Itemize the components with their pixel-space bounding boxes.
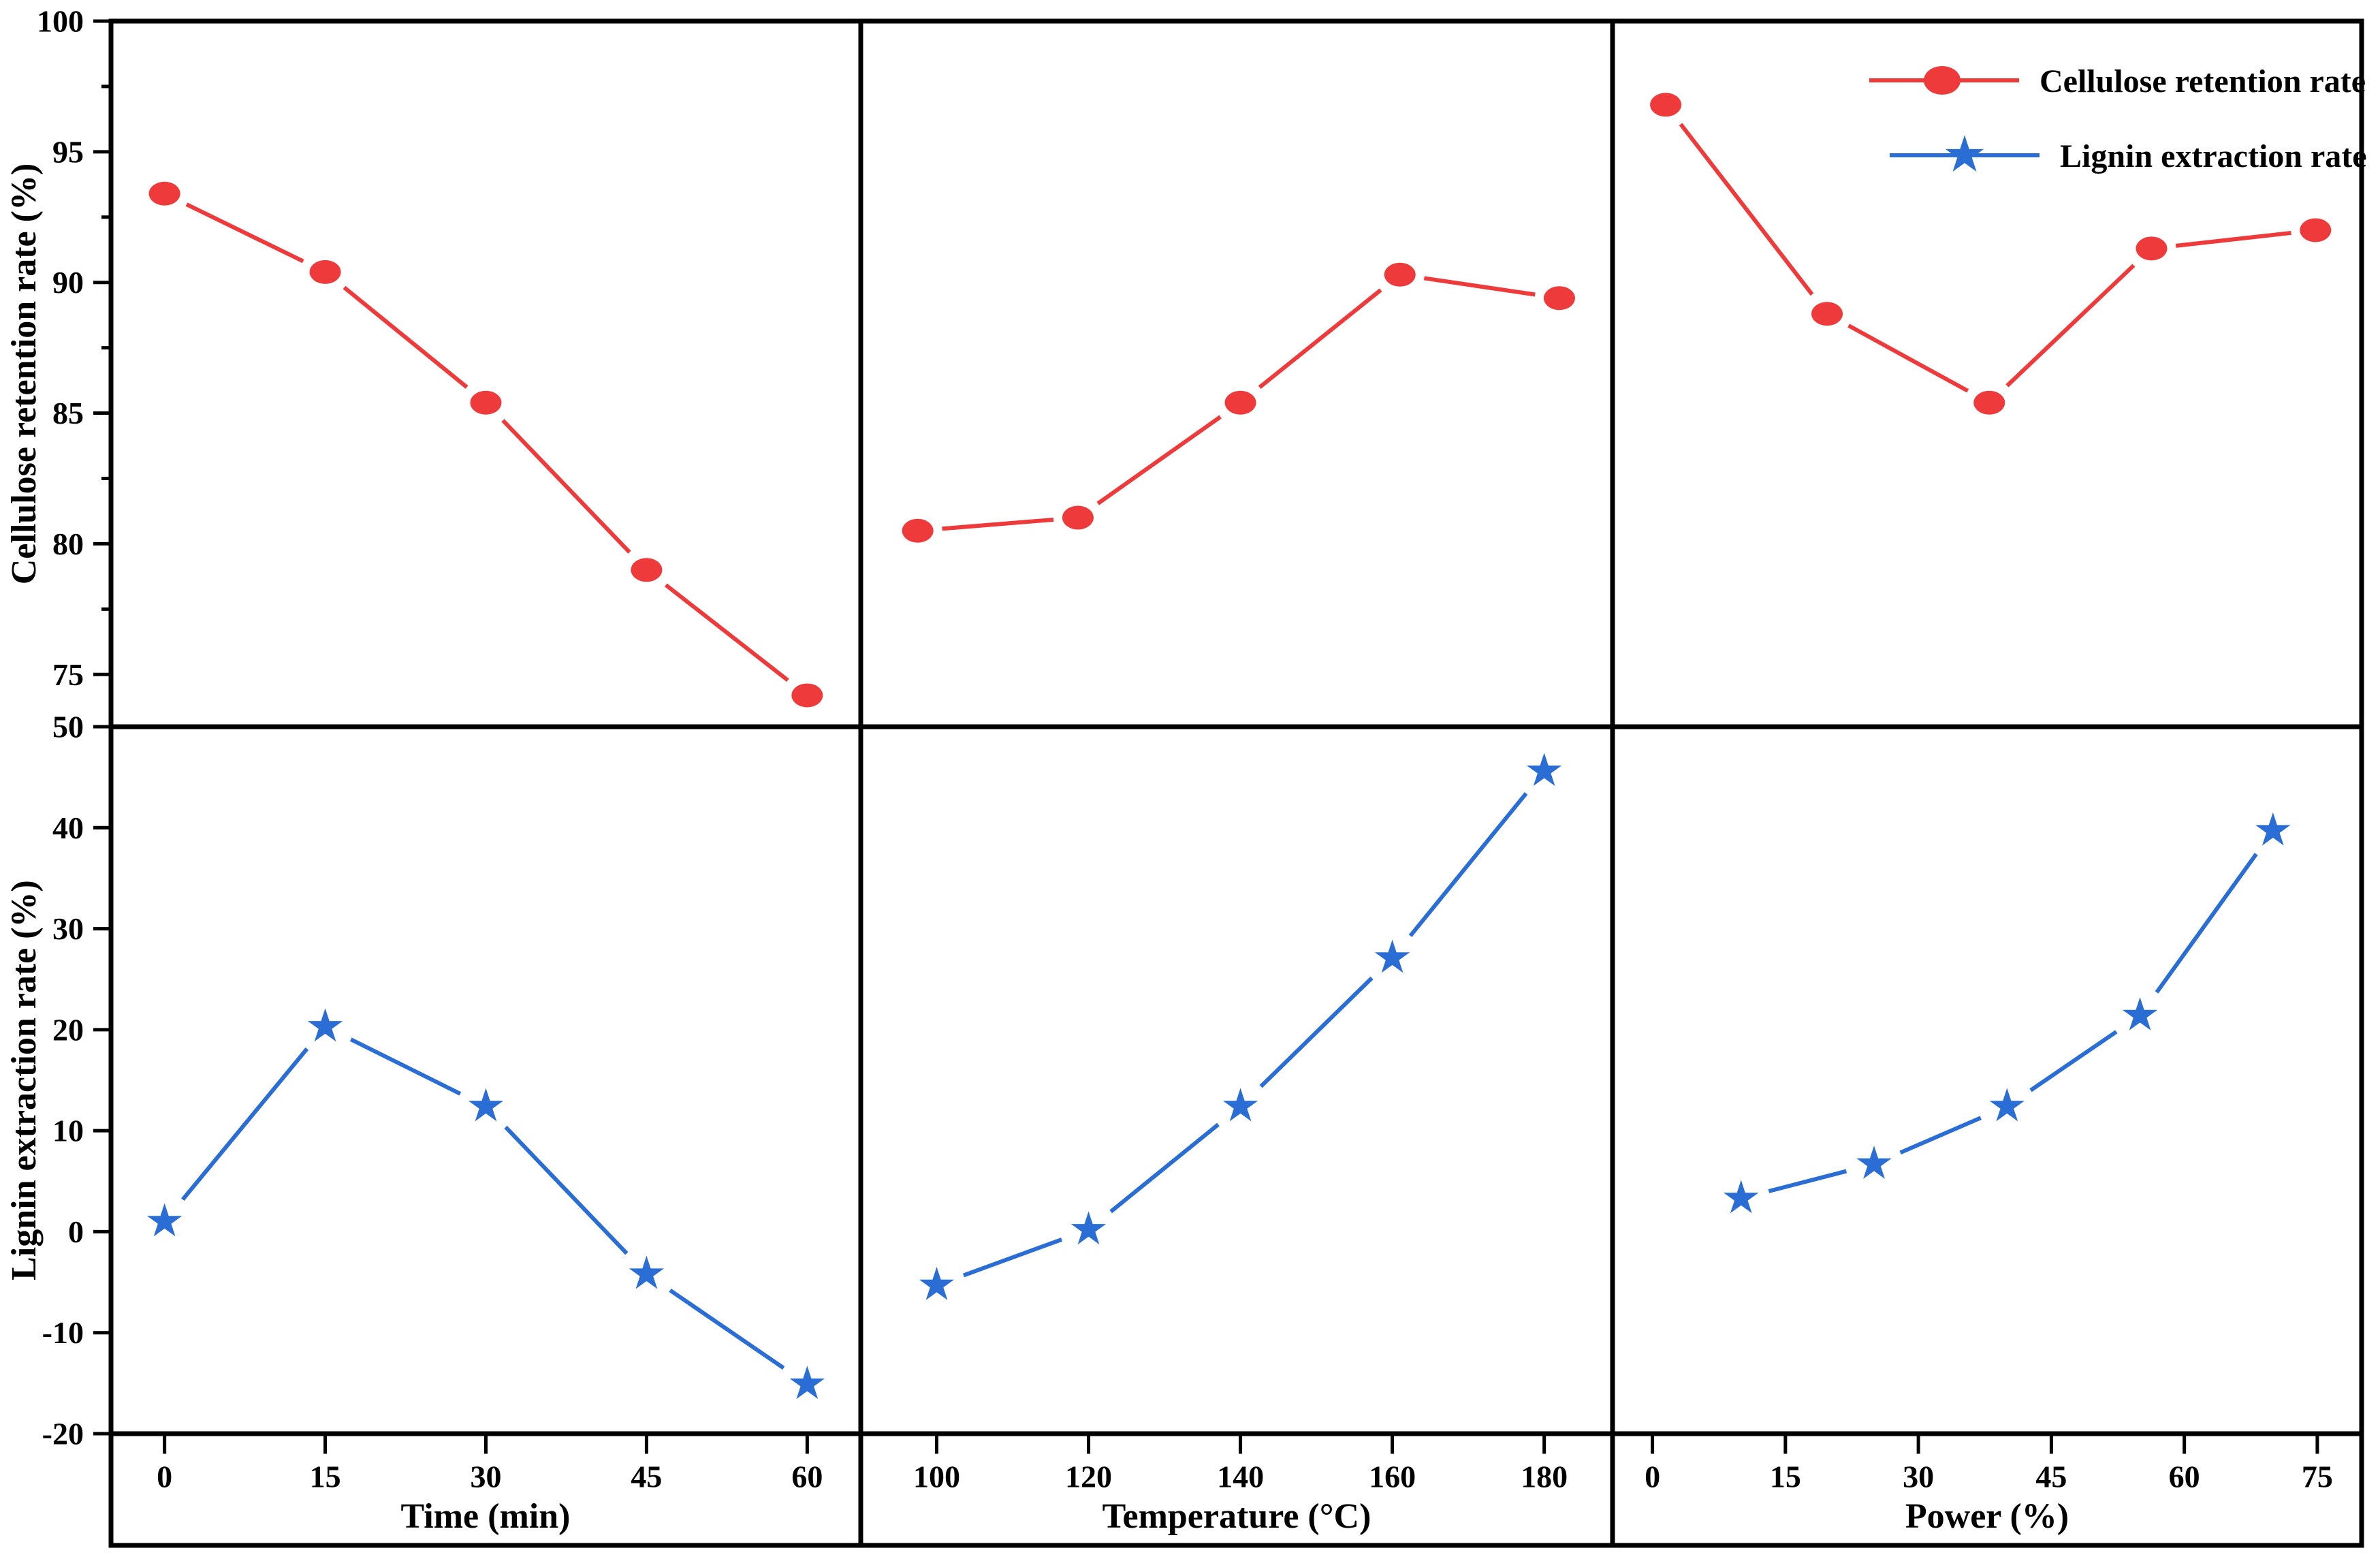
cellulose-data-point bbox=[1811, 302, 1843, 326]
cellulose-data-point bbox=[148, 181, 180, 206]
series-line-segment bbox=[1847, 324, 1969, 393]
series-line-segment bbox=[942, 517, 1054, 531]
x-axis-title-temperature: Temperature (°C) bbox=[1102, 1497, 1371, 1536]
series-line-segment bbox=[2005, 264, 2136, 388]
data-series-layer bbox=[146, 93, 2332, 1400]
y-tick-label: 40 bbox=[52, 810, 84, 845]
series-line-segment bbox=[669, 1288, 785, 1370]
x-tick-label: 180 bbox=[1521, 1460, 1568, 1494]
x-tick-label: 100 bbox=[913, 1460, 960, 1494]
series-line-segment bbox=[501, 419, 631, 554]
lignin-data-point bbox=[1222, 1088, 1258, 1122]
lignin-data-point bbox=[307, 1008, 343, 1042]
y-tick-label: 90 bbox=[52, 265, 84, 300]
cellulose-data-point bbox=[2300, 218, 2332, 242]
cellulose-data-point bbox=[2136, 236, 2168, 261]
cellulose-data-point bbox=[1062, 505, 1094, 530]
cellulose-data-point bbox=[902, 518, 934, 543]
legend-star-marker bbox=[1945, 135, 1984, 172]
cellulose-data-point bbox=[1543, 286, 1575, 311]
x-tick-label: 15 bbox=[310, 1460, 341, 1494]
series-line-segment bbox=[1109, 1122, 1220, 1214]
series-line-segment bbox=[1408, 791, 1528, 937]
x-tick-label: 30 bbox=[471, 1460, 502, 1494]
lignin-data-point bbox=[2255, 812, 2291, 846]
y-tick-label: 100 bbox=[37, 4, 84, 39]
y-tick-label: -10 bbox=[42, 1315, 84, 1350]
x-tick-label: 0 bbox=[1645, 1460, 1660, 1494]
y-tick-label: 0 bbox=[68, 1214, 84, 1249]
series-line-segment bbox=[1259, 976, 1374, 1088]
lignin-data-point bbox=[1856, 1146, 1892, 1179]
x-tick-label: 0 bbox=[157, 1460, 172, 1494]
series-line-segment bbox=[1423, 276, 1536, 297]
series-line-segment bbox=[1679, 123, 1814, 296]
series-line-segment bbox=[343, 285, 469, 389]
x-axis-title-power: Power (%) bbox=[1905, 1497, 2069, 1536]
series-line-segment bbox=[349, 1037, 462, 1096]
x-tick-label: 30 bbox=[1903, 1460, 1934, 1494]
series-line-segment bbox=[2175, 230, 2291, 248]
y-tick-label: 30 bbox=[52, 911, 84, 946]
series-line-segment bbox=[1096, 415, 1222, 505]
series-line-segment bbox=[504, 1125, 629, 1255]
legend: Cellulose retention rate Lignin extracti… bbox=[1869, 63, 2367, 174]
x-axis-title-time: Time (min) bbox=[401, 1497, 571, 1536]
cellulose-data-point bbox=[1650, 93, 1682, 117]
lignin-data-point bbox=[468, 1088, 504, 1122]
lignin-data-point bbox=[1724, 1180, 1759, 1214]
lignin-data-point bbox=[146, 1203, 183, 1237]
series-line-segment bbox=[181, 1047, 309, 1201]
lignin-data-point bbox=[629, 1255, 665, 1289]
series-line-segment bbox=[664, 583, 789, 682]
lignin-data-point bbox=[919, 1267, 955, 1300]
series-line-segment bbox=[1899, 1116, 1982, 1155]
y-axis-title-cellulose: Cellulose retention rate (%) bbox=[5, 163, 44, 585]
series-line-segment bbox=[1258, 288, 1382, 390]
cellulose-data-point bbox=[1973, 390, 2005, 415]
x-tick-label: 160 bbox=[1369, 1460, 1416, 1494]
y-tick-label: 95 bbox=[52, 134, 84, 169]
cellulose-data-point bbox=[309, 259, 341, 284]
cellulose-data-point bbox=[631, 558, 663, 582]
cellulose-data-point bbox=[791, 683, 823, 708]
y-tick-label: 10 bbox=[52, 1114, 84, 1148]
lignin-data-point bbox=[1989, 1088, 2025, 1122]
y-tick-label: 80 bbox=[52, 526, 84, 561]
x-tick-label: 45 bbox=[631, 1460, 662, 1494]
y-tick-label: 75 bbox=[52, 657, 84, 692]
lignin-data-point bbox=[1070, 1211, 1107, 1245]
cellulose-data-point bbox=[470, 390, 502, 415]
lignin-data-point bbox=[789, 1366, 825, 1400]
lignin-data-point bbox=[1526, 753, 1562, 787]
x-tick-label: 140 bbox=[1217, 1460, 1264, 1494]
series-line-segment bbox=[185, 202, 304, 264]
legend-label-lignin: Lignin extraction rate bbox=[2060, 138, 2367, 174]
legend-label-cellulose: Cellulose retention rate bbox=[2040, 63, 2366, 99]
y-tick-label: 85 bbox=[52, 396, 84, 430]
x-tick-label: 15 bbox=[1770, 1460, 1801, 1494]
y-tick-label: 20 bbox=[52, 1012, 84, 1047]
legend-circle-marker bbox=[1924, 66, 1961, 95]
y-tick-label: -20 bbox=[42, 1417, 84, 1451]
x-tick-label: 60 bbox=[791, 1460, 823, 1494]
x-tick-label: 60 bbox=[2169, 1460, 2200, 1494]
cellulose-data-point bbox=[1384, 262, 1416, 287]
series-line-segment bbox=[962, 1238, 1063, 1278]
lignin-data-point bbox=[2122, 997, 2158, 1030]
y-axis-title-lignin: Lignin extraction rate (%) bbox=[5, 880, 44, 1280]
x-tick-label: 75 bbox=[2302, 1460, 2333, 1494]
series-line-segment bbox=[1768, 1169, 1847, 1193]
series-line-segment bbox=[2155, 853, 2258, 994]
y-tick-label: 50 bbox=[52, 710, 84, 744]
axes-frame-layer bbox=[108, 18, 2364, 1548]
lignin-data-point bbox=[1374, 939, 1410, 973]
x-tick-label: 45 bbox=[2035, 1460, 2067, 1494]
cellulose-data-point bbox=[1224, 390, 1256, 415]
series-line-segment bbox=[2029, 1030, 2118, 1092]
x-tick-label: 120 bbox=[1065, 1460, 1112, 1494]
